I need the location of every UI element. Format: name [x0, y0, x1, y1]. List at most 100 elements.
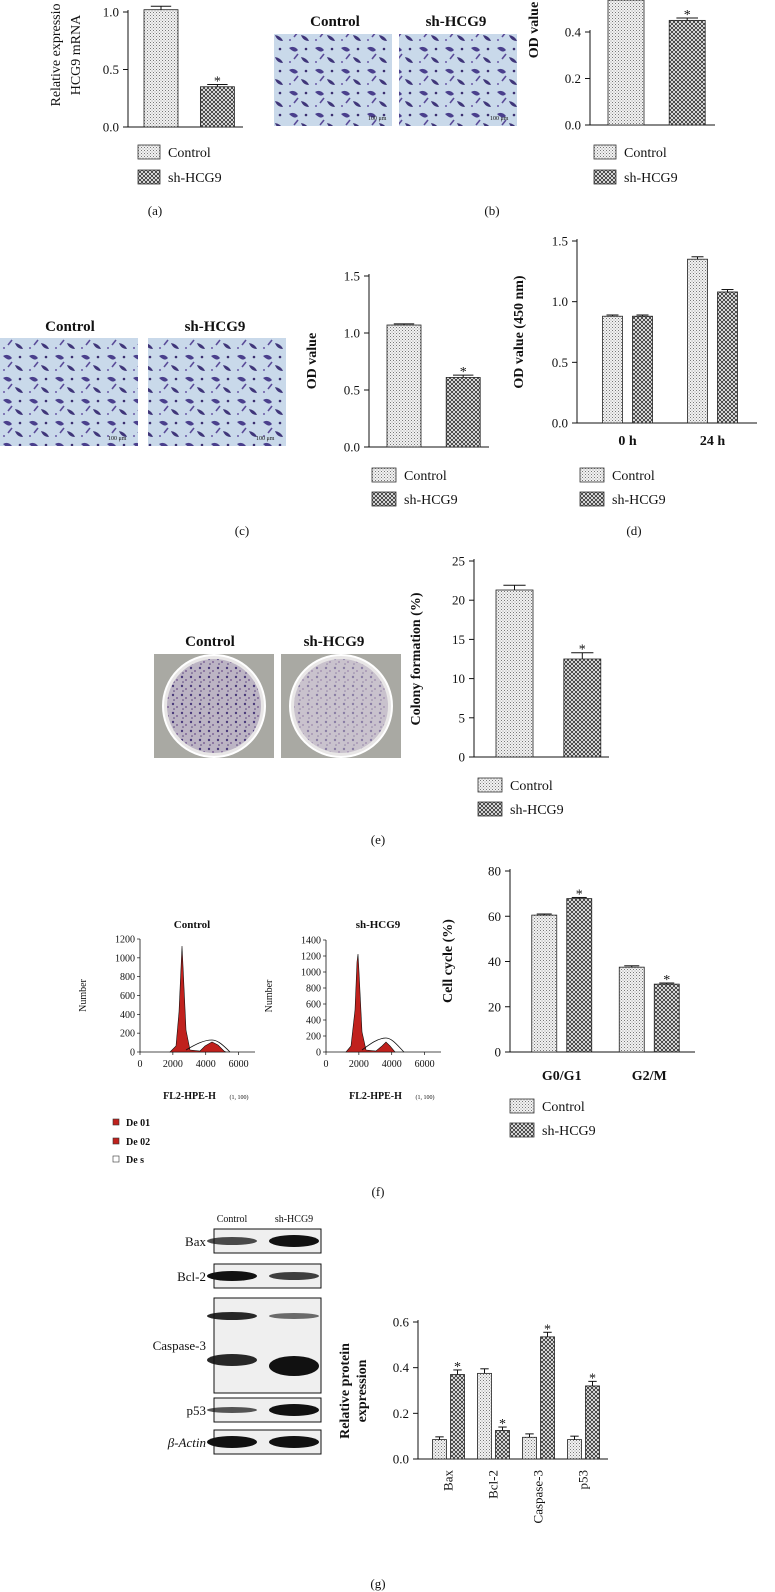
scalebar-label-treat-c: 100 μm [256, 436, 275, 442]
y-tick-label: 0.5 [103, 62, 119, 77]
y-tick-label: 0.0 [565, 118, 581, 133]
x-tick-label: 24 h [700, 434, 726, 449]
legend-label-control: Control [510, 779, 553, 794]
y-tick-label: 0.4 [393, 1360, 410, 1375]
bar [386, 324, 422, 448]
legend-label-treat: sh-HCG9 [168, 171, 222, 186]
y-tick-label: 40 [488, 954, 501, 969]
scalebar-label-control-c: 100 μm [108, 436, 127, 442]
blot-band [207, 1312, 257, 1320]
bar [563, 658, 602, 758]
blot-header-treat: sh-HCG9 [275, 1214, 313, 1225]
histogram-x-tick-label: 4000 [196, 1059, 216, 1070]
y-tick-label: 0.0 [103, 120, 119, 135]
histogram-y-tick-label: 600 [120, 991, 135, 1002]
chart-c-bars: 0.0 0.5 1.0 1.5 OD value * [305, 269, 489, 455]
scalebar-label-control-b: 100 μm [368, 116, 387, 122]
legend-swatch-control [371, 467, 397, 483]
y-tick-label: 80 [488, 864, 501, 879]
significance-marker: * [544, 1322, 551, 1337]
histogram-control: Control 0 200 400 600 800 1000 1200 0 2000 4000 600… [78, 919, 255, 1102]
legend-swatch-control [579, 467, 605, 483]
chart-d-legend: Control sh-HCG9 [579, 467, 666, 508]
bar [687, 258, 708, 424]
x-tick-label: Bcl-2 [486, 1470, 501, 1499]
histogram-legend-swatch [112, 1155, 120, 1163]
blot-row-label: p53 [187, 1403, 207, 1418]
histogram-y-tick-label: 200 [306, 1032, 321, 1043]
panel-b: Control sh-HCG9 100 μm 100 μm 0.0 0.2 0.4 O… [274, 0, 715, 218]
blot-header-control: Control [217, 1214, 248, 1225]
y-tick-label: 0.2 [393, 1406, 409, 1421]
bar [540, 1336, 555, 1460]
y-axis-label: Cell cycle (%) [441, 919, 456, 1003]
bar [495, 1430, 510, 1460]
histogram-y-tick-label: 1000 [301, 968, 321, 979]
y-tick-label: 5 [459, 710, 466, 725]
y-tick-label: 25 [452, 554, 465, 569]
y-tick-label: 0.5 [552, 355, 568, 370]
blot-band [207, 1436, 257, 1448]
significance-marker: * [499, 1417, 506, 1432]
panel-label-g: (g) [370, 1576, 385, 1591]
blot-band [207, 1271, 257, 1281]
panel-d: 0.0 0.5 1.0 1.5 OD value (450 nm) 0 h 24 h Con… [512, 234, 757, 538]
legend-swatch-control [509, 1098, 535, 1114]
scalebar-label-treat-b: 100 μm [490, 116, 509, 122]
panel-e: Control sh-HCG9 0 5 10 15 20 25 Colony formati… [154, 554, 609, 847]
y-tick-label: 20 [488, 999, 501, 1014]
bar [607, 0, 645, 126]
legend-swatch-treat [579, 491, 605, 507]
y-tick-label: 10 [452, 671, 465, 686]
legend-label-control: Control [612, 469, 655, 484]
bar [199, 86, 235, 128]
legend-swatch-treat [371, 491, 397, 507]
significance-marker: * [579, 643, 586, 658]
image-title-control-e: Control [185, 634, 235, 650]
histogram-legend-label: De s [126, 1155, 144, 1166]
histogram-s-phase-curve [185, 1039, 231, 1053]
y-tick-label: 0.0 [393, 1452, 409, 1467]
y-axis-label: OD value [527, 2, 542, 58]
y-tick-label: 1.5 [552, 234, 568, 249]
plate-colonies-control [167, 659, 261, 753]
panel-label-d: (d) [626, 523, 641, 538]
histogram-x-tick-label: 0 [138, 1059, 143, 1070]
legend-swatch-treat [593, 169, 617, 185]
chart-a-ylabel-line1: Relative expressio [49, 3, 64, 106]
blot-row-label: Bcl-2 [177, 1269, 206, 1284]
histogram-x-tick-label: 4000 [382, 1059, 402, 1070]
blot-row-label: Bax [185, 1234, 206, 1249]
chart-f-legend: Control sh-HCG9 [509, 1098, 596, 1139]
histogram-y-tick-label: 0 [316, 1048, 321, 1059]
legend-swatch-treat [137, 169, 161, 185]
chart-a-legend: Control sh-HCG9 [137, 144, 222, 186]
chart-e-legend: Control sh-HCG9 [477, 777, 564, 818]
panel-label-e: (e) [371, 832, 385, 847]
bar [531, 914, 558, 1053]
blot-band [269, 1404, 319, 1416]
legend-label-treat: sh-HCG9 [624, 171, 678, 186]
legend-label-treat: sh-HCG9 [404, 493, 458, 508]
histogram-x-tick-label: 0 [324, 1059, 329, 1070]
histogram-y-label: Number [264, 979, 275, 1012]
legend-swatch-control [477, 777, 503, 793]
micrograph-treat-b [399, 34, 517, 126]
micrograph-treat-c [148, 338, 286, 446]
panel-g: Control sh-HCG9 Bax Bcl-2 Caspase-3 p53 β-Acti… [153, 1214, 608, 1591]
bar [632, 315, 653, 424]
y-tick-label: 0.2 [565, 71, 581, 86]
histogram-y-tick-label: 0 [130, 1048, 135, 1059]
histogram-peak-g1 [345, 953, 396, 1053]
legend-label-control: Control [168, 146, 211, 161]
significance-marker: * [589, 1371, 596, 1386]
western-blot: Control sh-HCG9 Bax Bcl-2 Caspase-3 p53 β-Acti… [153, 1214, 322, 1455]
blot-band [207, 1354, 257, 1366]
y-axis-label: OD value [305, 333, 320, 389]
x-tick-label: G2/M [632, 1069, 667, 1084]
histogram-y-label: Number [78, 978, 89, 1011]
histogram-y-tick-label: 1400 [301, 936, 321, 947]
significance-marker: * [684, 8, 691, 23]
